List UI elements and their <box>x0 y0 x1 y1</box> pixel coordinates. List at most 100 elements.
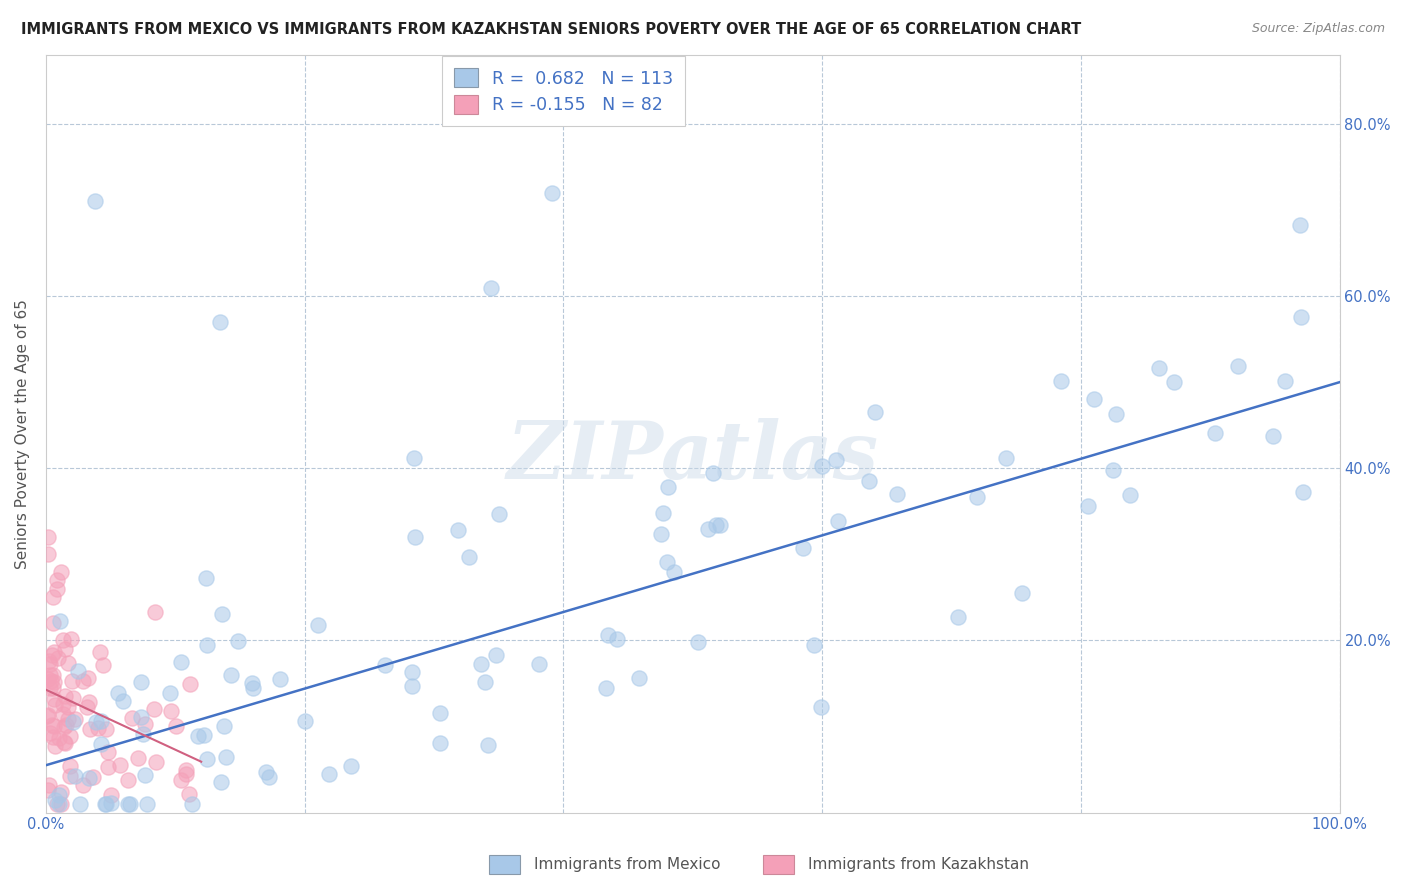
Text: ZIPatlas: ZIPatlas <box>506 417 879 495</box>
Point <box>79 722 101 736</box>
Point <box>318 767 340 781</box>
Point <box>37 547 59 561</box>
Point <box>48 789 70 803</box>
Point <box>240 675 263 690</box>
Point <box>824 453 846 467</box>
Point <box>117 797 139 811</box>
Point <box>664 565 686 579</box>
Point <box>53 642 76 657</box>
Point <box>697 522 720 536</box>
Point <box>174 763 197 777</box>
Point <box>46 650 69 665</box>
Point <box>595 681 617 695</box>
Point <box>1163 375 1185 389</box>
Point <box>966 490 988 504</box>
Point <box>655 555 678 569</box>
Point <box>181 797 204 811</box>
Point <box>474 674 496 689</box>
Point <box>650 527 672 541</box>
Point <box>479 280 502 294</box>
Point <box>46 573 69 587</box>
Point <box>60 673 83 688</box>
Point <box>49 614 72 628</box>
Point <box>187 729 209 743</box>
Point <box>257 770 280 784</box>
Text: IMMIGRANTS FROM MEXICO VS IMMIGRANTS FROM KAZAKHSTAN SENIORS POVERTY OVER THE AG: IMMIGRANTS FROM MEXICO VS IMMIGRANTS FRO… <box>21 22 1081 37</box>
Point <box>470 657 492 671</box>
Point <box>174 767 197 781</box>
Point <box>44 739 66 754</box>
Point <box>195 571 218 585</box>
Text: Source: ZipAtlas.com: Source: ZipAtlas.com <box>1251 22 1385 36</box>
Point <box>193 728 215 742</box>
Point <box>37 707 59 722</box>
Point <box>44 793 66 807</box>
Point <box>541 186 564 200</box>
Point <box>56 656 79 670</box>
Point <box>404 530 426 544</box>
Point <box>39 674 62 689</box>
Point <box>56 712 79 726</box>
Point <box>865 405 887 419</box>
Point <box>39 681 62 696</box>
Point <box>72 779 94 793</box>
Point <box>52 633 75 648</box>
Point <box>254 764 277 779</box>
Point <box>704 517 727 532</box>
Point <box>242 681 264 695</box>
Point <box>52 734 75 748</box>
Point <box>457 550 479 565</box>
Point <box>792 541 814 555</box>
Point <box>652 506 675 520</box>
Point <box>76 700 98 714</box>
Point <box>170 772 193 787</box>
Point <box>117 772 139 787</box>
Point <box>58 729 80 743</box>
Legend: R =  0.682   N = 113, R = -0.155   N = 82: R = 0.682 N = 113, R = -0.155 N = 82 <box>441 56 685 126</box>
Point <box>38 657 60 671</box>
Point <box>37 709 59 723</box>
Point <box>1083 392 1105 407</box>
Point <box>59 769 82 783</box>
Point <box>1274 374 1296 388</box>
Point <box>84 715 107 730</box>
Point <box>84 194 107 209</box>
Point <box>477 738 499 752</box>
Point <box>208 315 231 329</box>
Y-axis label: Seniors Poverty Over the Age of 65: Seniors Poverty Over the Age of 65 <box>15 299 30 569</box>
Point <box>136 797 159 811</box>
Point <box>89 645 111 659</box>
Point <box>1204 425 1226 440</box>
Point <box>46 582 69 596</box>
Point <box>49 565 72 579</box>
Point <box>39 725 62 739</box>
Point <box>91 657 114 672</box>
Point <box>702 467 724 481</box>
Point <box>52 707 75 722</box>
Point <box>58 758 80 772</box>
Point <box>120 797 142 811</box>
Point <box>67 664 90 678</box>
Point <box>527 657 550 671</box>
Point <box>340 759 363 773</box>
Point <box>209 775 232 789</box>
Point <box>1289 218 1312 232</box>
Point <box>107 686 129 700</box>
Point <box>709 517 731 532</box>
Point <box>42 616 65 631</box>
Point <box>170 655 193 669</box>
Point <box>195 752 218 766</box>
Point <box>606 632 628 646</box>
Point <box>63 769 86 783</box>
Point <box>44 698 66 713</box>
Point <box>63 712 86 726</box>
Point <box>1289 310 1312 324</box>
Point <box>72 673 94 688</box>
Point <box>179 787 201 801</box>
Point <box>77 695 100 709</box>
Point <box>211 607 233 621</box>
Point <box>38 654 60 668</box>
Point <box>49 785 72 799</box>
Point <box>219 668 242 682</box>
Point <box>214 750 236 764</box>
